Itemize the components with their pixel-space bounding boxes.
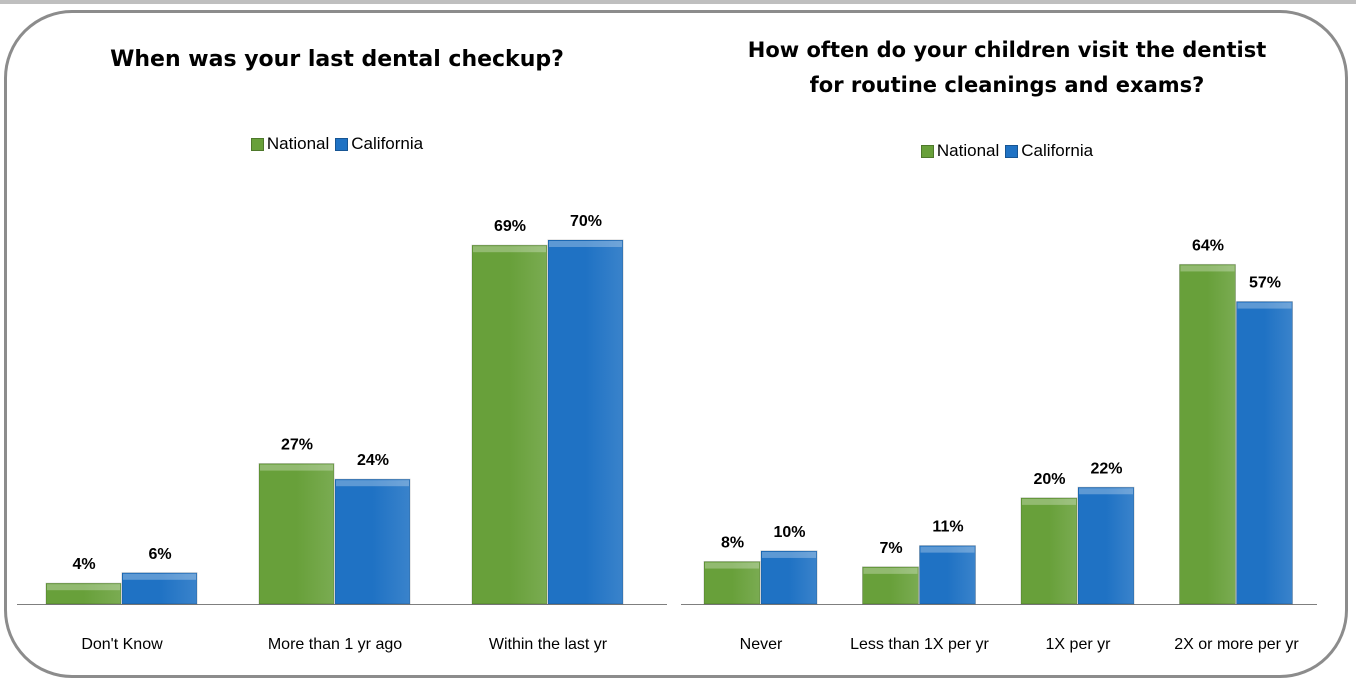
bar-california-1x-per-yr [1077, 486, 1135, 605]
legend-item-california: California [1005, 141, 1093, 161]
bar-bevel-national-1x-per-yr [1022, 498, 1076, 505]
legend-swatch-national [920, 144, 934, 158]
bar-bevel-national-less-than-1x-per-yr [863, 567, 918, 574]
chart-legend: National California [667, 141, 1345, 161]
bar-national-within-the-last-yr [471, 244, 548, 605]
top-rule [0, 0, 1356, 4]
bar-california-less-than-1x-per-yr [919, 545, 976, 605]
legend-label-california: California [351, 134, 424, 153]
bar-national-more-than-1-yr-ago [258, 463, 335, 605]
legend-item-national: National [920, 141, 1000, 161]
bar-national-less-than-1x-per-yr [862, 566, 919, 605]
category-label-never: Never [740, 636, 783, 653]
data-label-california-don-t-know: 6% [148, 546, 171, 563]
chart-title: How often do your children visit the den… [747, 38, 1267, 97]
legend-item-california: California [335, 134, 423, 154]
bar-national-2x-or-more-per-yr [1179, 263, 1236, 605]
data-label-california-more-than-1-yr-ago: 24% [357, 452, 389, 469]
legend-swatch-national [250, 137, 264, 151]
category-label-2x-or-more-per-yr: 2X or more per yr [1174, 636, 1299, 653]
bar-bevel-california-don-t-know [123, 573, 196, 580]
category-label-less-than-1x-per-yr: Less than 1X per yr [850, 636, 989, 653]
legend-item-national: National [250, 134, 330, 154]
data-label-national-never: 8% [721, 535, 744, 552]
chart-panel-last-checkup: When was your last dental checkup? Natio… [7, 13, 667, 675]
category-label-within-the-last-yr: Within the last yr [489, 636, 608, 653]
bar-bevel-california-more-than-1-yr-ago [336, 480, 409, 487]
bar-bevel-california-2x-or-more-per-yr [1237, 302, 1292, 309]
data-label-california-1x-per-yr: 22% [1090, 460, 1122, 477]
data-label-california-never: 10% [773, 524, 805, 541]
bar-california-within-the-last-yr [547, 239, 624, 605]
category-label-don-t-know: Don't Know [81, 636, 163, 653]
bar-national-never [703, 561, 761, 605]
data-label-national-2x-or-more-per-yr: 64% [1192, 237, 1224, 254]
legend-swatch-california [1005, 144, 1019, 158]
data-label-national-1x-per-yr: 20% [1033, 471, 1065, 488]
bar-national-don-t-know [45, 582, 122, 605]
data-label-national-less-than-1x-per-yr: 7% [879, 540, 902, 557]
data-label-california-less-than-1x-per-yr: 11% [932, 519, 963, 536]
bar-california-don-t-know [121, 572, 198, 605]
bar-bevel-national-more-than-1-yr-ago [260, 464, 333, 471]
category-label-1x-per-yr: 1X per yr [1046, 636, 1112, 653]
data-label-california-within-the-last-yr: 70% [570, 213, 602, 230]
legend-label-california: California [1021, 141, 1094, 160]
bar-bevel-national-2x-or-more-per-yr [1180, 265, 1235, 272]
legend-label-national: National [266, 134, 330, 153]
legend-swatch-california [335, 137, 349, 151]
bar-bevel-california-never [762, 551, 816, 558]
data-label-national-within-the-last-yr: 69% [494, 218, 526, 235]
category-label-more-than-1-yr-ago: More than 1 yr ago [268, 636, 402, 653]
data-label-national-more-than-1-yr-ago: 27% [281, 437, 313, 454]
bar-bevel-national-never [705, 562, 759, 569]
bar-chart-children-visits: 8% 10% Never 7% 11% Less than 1X per yr 20% 22%… [681, 237, 1317, 653]
chart-panel-children-visits: How often do your children visit the den… [667, 13, 1345, 675]
bar-bevel-california-less-than-1x-per-yr [920, 546, 975, 553]
bar-bevel-california-within-the-last-yr [549, 241, 622, 247]
legend-label-national: National [936, 141, 1000, 160]
bar-california-never [760, 550, 818, 605]
bar-california-2x-or-more-per-yr [1236, 301, 1293, 605]
chart-frame: When was your last dental checkup? Natio… [4, 10, 1348, 678]
bar-california-more-than-1-yr-ago [334, 478, 411, 605]
bar-bevel-california-1x-per-yr [1079, 488, 1133, 495]
data-label-california-2x-or-more-per-yr: 57% [1249, 275, 1281, 292]
chart-title: When was your last dental checkup? [110, 47, 564, 72]
bar-chart-last-checkup: 4% 6% Don't Know 27% 24% More than 1 yr ago 69… [17, 213, 667, 653]
chart-legend: National California [7, 134, 667, 154]
bar-bevel-national-don-t-know [47, 584, 120, 591]
bar-national-1x-per-yr [1020, 497, 1078, 605]
bar-bevel-national-within-the-last-yr [473, 246, 546, 253]
data-label-national-don-t-know: 4% [72, 556, 95, 573]
